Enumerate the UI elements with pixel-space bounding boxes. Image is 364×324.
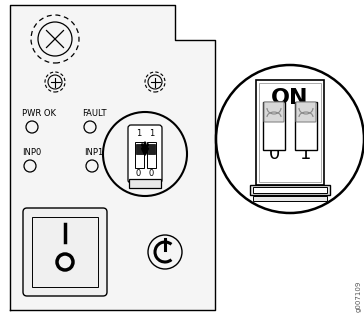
Text: g007109: g007109 [356, 281, 362, 312]
FancyBboxPatch shape [296, 102, 316, 122]
Circle shape [148, 235, 182, 269]
Bar [250, 184, 330, 194]
Text: INP0: INP0 [22, 148, 41, 157]
Bar [253, 195, 327, 201]
Text: 1: 1 [136, 130, 141, 138]
Text: 0: 0 [268, 145, 280, 163]
Bar [135, 142, 143, 168]
Text: 0: 0 [136, 169, 141, 179]
Bar [263, 102, 285, 150]
Bar [259, 83, 321, 181]
FancyBboxPatch shape [128, 125, 162, 183]
FancyBboxPatch shape [264, 102, 284, 122]
Bar [32, 217, 98, 287]
Circle shape [216, 65, 364, 213]
Bar [129, 179, 161, 188]
Bar [253, 187, 327, 192]
Text: 1: 1 [300, 145, 312, 163]
FancyBboxPatch shape [23, 208, 107, 296]
Text: 0: 0 [149, 169, 154, 179]
Polygon shape [10, 5, 215, 310]
Bar [295, 102, 317, 150]
Bar [256, 79, 324, 184]
Bar [135, 144, 142, 154]
Bar [147, 144, 154, 154]
Text: FAULT: FAULT [82, 109, 107, 118]
Text: PWR OK: PWR OK [22, 109, 56, 118]
Text: 1: 1 [149, 130, 154, 138]
Text: INP1: INP1 [84, 148, 103, 157]
Text: ON: ON [271, 87, 309, 108]
Bar [146, 142, 155, 168]
